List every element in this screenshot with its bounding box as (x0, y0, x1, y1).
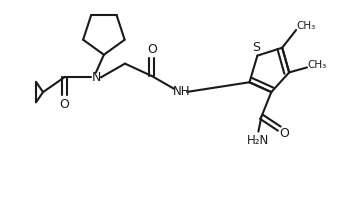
Text: N: N (91, 71, 101, 84)
Text: CH₃: CH₃ (296, 21, 316, 31)
Text: O: O (147, 43, 157, 56)
Text: NH: NH (172, 85, 190, 98)
Text: O: O (59, 98, 69, 111)
Text: O: O (279, 127, 289, 140)
Text: CH₃: CH₃ (307, 60, 327, 70)
Text: S: S (252, 41, 260, 54)
Text: H₂N: H₂N (247, 134, 270, 147)
